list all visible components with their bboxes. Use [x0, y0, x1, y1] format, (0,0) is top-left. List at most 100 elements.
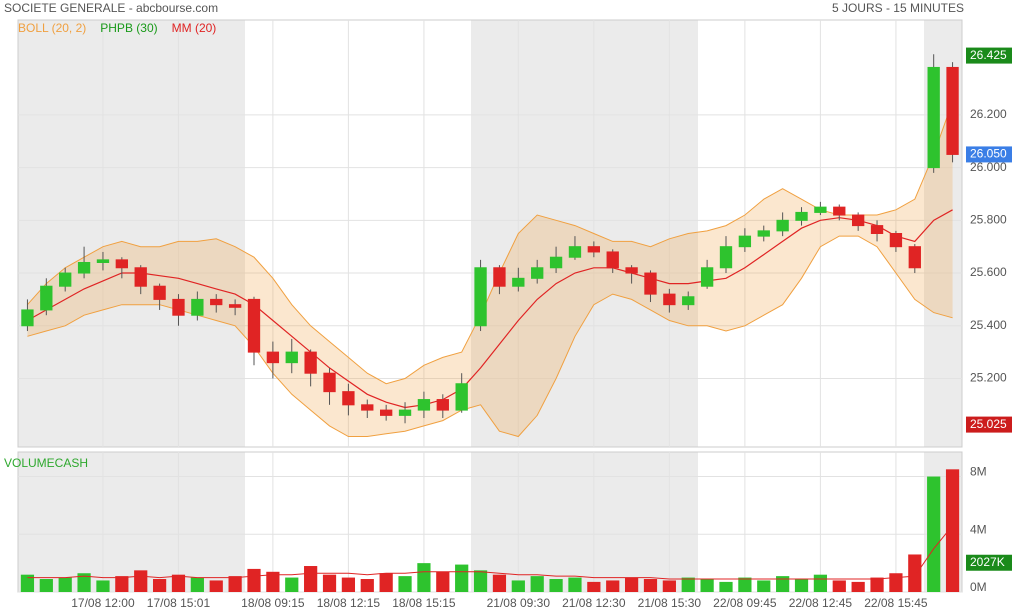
volume-bar [228, 576, 242, 592]
volume-bar [58, 577, 72, 592]
x-tick-label: 21/08 09:30 [487, 596, 551, 610]
day-shade [18, 20, 245, 447]
candle-body [851, 214, 865, 227]
candle-body [379, 409, 393, 416]
bollinger-upper [27, 101, 954, 385]
chart-title: SOCIETE GENERALE - abcbourse.com [4, 1, 218, 15]
volume-bar [719, 581, 733, 592]
price-tag [966, 146, 1012, 163]
candle-body [587, 246, 601, 253]
day-shade [471, 20, 698, 447]
price-tag-label: 2027K [970, 555, 1005, 569]
candle-body [134, 267, 147, 287]
x-tick-label: 22/08 09:45 [713, 596, 777, 610]
x-tick-label: 18/08 15:15 [392, 596, 456, 610]
volume-bar [341, 577, 356, 592]
candle-body [323, 372, 336, 393]
price-tag [966, 47, 1012, 64]
price-tag [966, 554, 1012, 571]
volume-bar [77, 573, 91, 592]
volume-bar [851, 581, 865, 592]
x-tick-label: 17/08 12:00 [71, 596, 135, 610]
volume-bar [152, 579, 167, 592]
volume-bar [606, 580, 620, 592]
volume-bar [757, 580, 771, 592]
y-tick-label: 25.200 [970, 371, 1007, 385]
volume-bar [322, 574, 337, 592]
volume-bar [115, 576, 129, 592]
candle-body [304, 351, 317, 374]
volume-bar [889, 573, 903, 592]
candle-body [833, 206, 846, 216]
legend-entry: PHPB (30) [100, 21, 157, 35]
volume-bar [794, 579, 809, 592]
price-tag [966, 416, 1012, 433]
volume-bar [473, 570, 488, 592]
candle-body [172, 298, 185, 316]
candle-body [455, 383, 468, 411]
candle-body [493, 267, 506, 287]
candle-body [342, 391, 355, 406]
x-tick-label: 22/08 15:45 [864, 596, 928, 610]
candle-body [40, 285, 53, 311]
candle-body [568, 246, 582, 258]
x-tick-label: 22/08 12:45 [789, 596, 853, 610]
candle-body [153, 285, 166, 300]
volume-bar [681, 577, 695, 592]
volume-bar [587, 581, 601, 592]
volume-bar [20, 574, 35, 592]
candle-body [663, 293, 676, 306]
volume-bar [776, 576, 790, 592]
price-tag-label: 26.050 [970, 147, 1007, 161]
candle-body [247, 298, 261, 353]
day-shade [18, 452, 245, 592]
candle-body [436, 399, 449, 411]
candle-body [96, 259, 110, 263]
candle-body [21, 309, 34, 327]
volume-title: VOLUMECASH [4, 456, 88, 470]
candle-body [719, 246, 733, 269]
candle-body [474, 267, 487, 327]
price-tag-label: 25.025 [970, 417, 1007, 431]
price-frame [17, 19, 963, 448]
volume-bar [266, 571, 280, 592]
chart-subtitle: 5 JOURS - 15 MINUTES [832, 1, 964, 15]
x-tick-label: 21/08 15:30 [638, 596, 702, 610]
day-shade [471, 452, 698, 592]
volume-bar [247, 568, 261, 592]
volume-bar [39, 579, 53, 592]
volume-bar [398, 576, 412, 592]
volume-bar [417, 563, 431, 592]
volume-bar [171, 574, 186, 592]
y-tick-label: 0M [970, 580, 987, 594]
candle-body [682, 296, 695, 306]
legend-entry: BOLL (20, 2) [18, 21, 86, 35]
volume-bar [700, 579, 714, 592]
candle-body [757, 230, 770, 237]
volume-bar [96, 580, 110, 592]
candle-body [946, 66, 959, 155]
volume-bar [360, 579, 374, 592]
legend-entry: MM (20) [172, 21, 217, 35]
candle-body [870, 225, 884, 234]
candle-body [115, 259, 129, 269]
candle-body [285, 351, 298, 364]
volume-bar [662, 580, 676, 592]
volume-bar [927, 476, 941, 592]
volume-bar [832, 580, 846, 592]
volume-bar [530, 576, 544, 592]
volume-bar [209, 580, 223, 592]
candle-body [644, 272, 657, 295]
volume-bar [870, 577, 884, 592]
y-tick-label: 25.600 [970, 265, 1007, 279]
volume-bar [908, 554, 922, 592]
volume-bar [455, 564, 469, 592]
volume-bar [436, 571, 450, 592]
volume-bar [568, 577, 582, 592]
volume-bar [511, 580, 525, 592]
volume-bar [549, 579, 563, 592]
x-tick-label: 18/08 09:15 [241, 596, 305, 610]
candle-body [59, 272, 72, 287]
candle-body [738, 235, 752, 248]
candle-body [531, 267, 544, 279]
